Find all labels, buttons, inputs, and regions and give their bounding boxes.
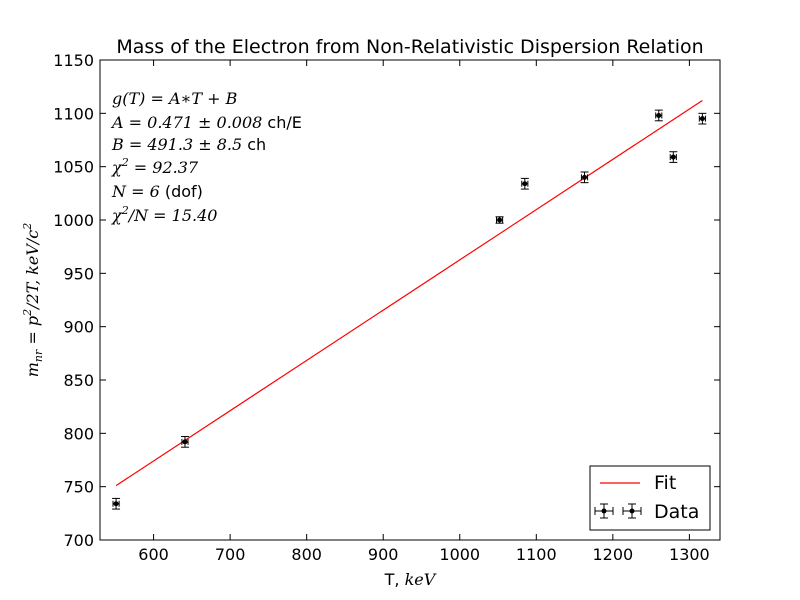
data-point [112, 497, 121, 510]
x-tick-label: 600 [138, 545, 169, 564]
y-tick-label: 950 [63, 264, 94, 283]
x-tick-label: 700 [215, 545, 246, 564]
y-tick-label: 1050 [53, 158, 94, 177]
data-point [698, 112, 707, 125]
data-marker [113, 501, 119, 507]
legend-fit-label: Fit [654, 472, 676, 494]
y-tick-label: 1100 [53, 104, 94, 123]
data-point [180, 436, 189, 448]
legend-box [589, 465, 711, 531]
data-marker [670, 154, 676, 160]
y-axis-ticks: 700 750 800 850 900 950 1000 1050 1100 1150 [53, 51, 720, 550]
y-tick-label: 900 [63, 318, 94, 337]
annotation-fit-equation: g(T) = A∗T + B [112, 89, 238, 108]
fit-line [115, 100, 703, 487]
data-marker [182, 439, 188, 445]
legend-data-swatch [594, 503, 642, 519]
data-point [654, 109, 663, 122]
x-axis-label: T, keV [384, 570, 437, 589]
data-point [669, 151, 678, 163]
data-marker [656, 112, 662, 118]
x-tick-label: 900 [368, 545, 399, 564]
y-tick-label: 1150 [53, 51, 94, 70]
legend-data-label: Data [654, 501, 699, 523]
plot-frame [99, 59, 721, 541]
x-tick-label: 1300 [669, 545, 710, 564]
data-marker [582, 174, 588, 180]
y-axis-label: mnr = p2/2T, keV/c2 [21, 223, 45, 377]
annotation-chi2: χ2 = 92.37 [111, 156, 199, 177]
chart-title: Mass of the Electron from Non-Relativist… [116, 36, 703, 58]
y-tick-label: 850 [63, 371, 94, 390]
x-tick-label: 800 [291, 545, 322, 564]
annotation-reduced-chi2: χ2/N = 15.40 [111, 204, 217, 225]
x-axis-ticks: 600 700 800 900 1000 1100 1200 1300 [138, 60, 710, 564]
y-tick-label: 700 [63, 531, 94, 550]
fit-layer [115, 100, 703, 487]
data-point [495, 216, 504, 224]
y-tick-label: 800 [63, 424, 94, 443]
data-layer [112, 109, 707, 510]
data-marker [497, 217, 503, 223]
annotation-b-value: B = 491.3 ± 8.5 ch [111, 135, 266, 154]
annotation-a-value: A = 0.471 ± 0.008 ch/E [110, 113, 302, 132]
data-marker [699, 116, 705, 122]
y-tick-label: 750 [63, 478, 94, 497]
annotation-dof: N = 6 (dof) [111, 182, 203, 201]
fit-annotations: g(T) = A∗T + B A = 0.471 ± 0.008 ch/E B … [110, 89, 302, 225]
data-marker [522, 181, 528, 187]
legend: Fit Data [589, 465, 711, 531]
y-tick-label: 1000 [53, 211, 94, 230]
data-point [520, 177, 529, 190]
x-tick-label: 1000 [439, 545, 480, 564]
x-tick-label: 1200 [592, 545, 633, 564]
x-tick-label: 1100 [516, 545, 557, 564]
data-point [580, 171, 589, 184]
